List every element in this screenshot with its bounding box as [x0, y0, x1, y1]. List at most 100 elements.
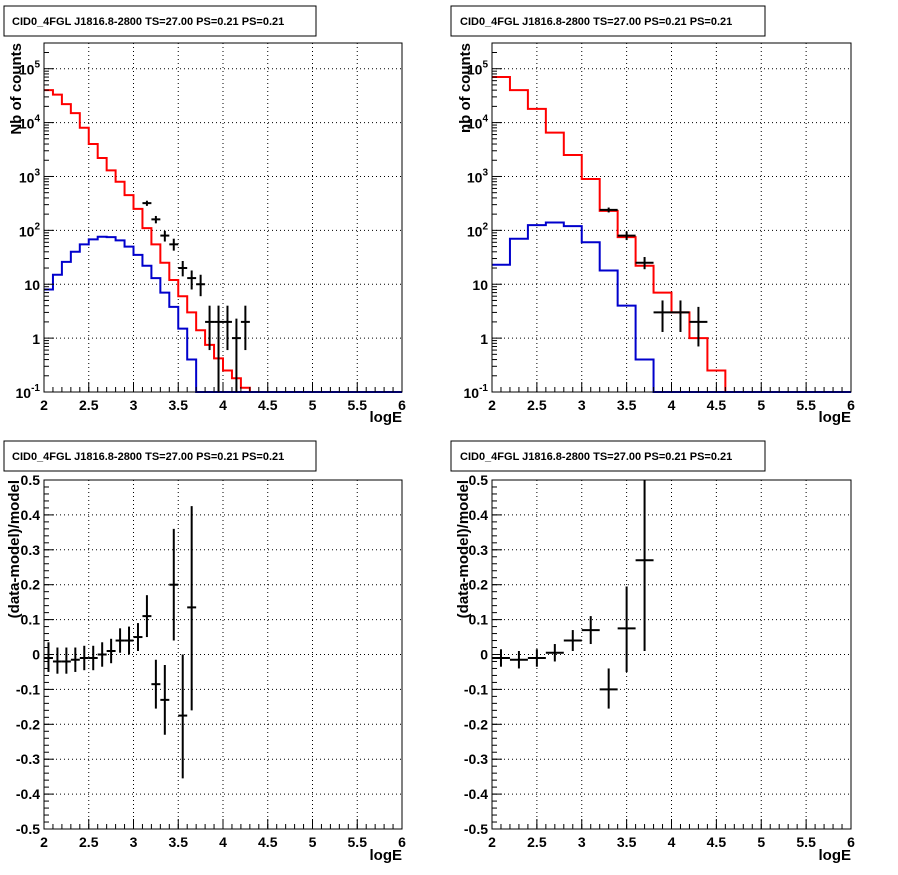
x-tick-label: 5: [309, 397, 317, 413]
y-tick-label: 105: [19, 60, 41, 78]
y-tick-label: 0: [32, 647, 40, 663]
y-tick-label: -0.2: [464, 716, 488, 732]
y-tick-label: 104: [19, 114, 41, 132]
x-tick-label: 3.5: [169, 397, 189, 413]
x-tick-label: 2: [40, 834, 48, 850]
y-tick-base: 10: [19, 223, 35, 239]
x-tick-label: 5: [757, 834, 765, 850]
x-tick-label: 2.5: [527, 397, 547, 413]
points-layer: [492, 480, 654, 709]
x-tick-label: 3: [578, 834, 586, 850]
title-box: [450, 5, 766, 37]
panel-counts-fine: CID0_4FGL J1816.8-2800 TS=27.00 PS=0.21 …: [3, 5, 406, 426]
panel-title: CID0_4FGL J1816.8-2800 TS=27.00 PS=0.21 …: [460, 451, 732, 463]
x-tick-label: 6: [847, 397, 855, 413]
grid: [492, 43, 851, 392]
y-tick-label: 104: [467, 114, 489, 132]
x-tick-label: 5.5: [348, 397, 368, 413]
y-axis-label: nb of counts: [457, 43, 474, 133]
y-tick-label: -0.1: [464, 681, 488, 697]
x-tick-label: 4: [668, 397, 676, 413]
y-tick-label: -0.5: [16, 821, 40, 837]
x-tick-label: 4.5: [258, 834, 278, 850]
x-tick-label: 5.5: [348, 834, 368, 850]
y-tick-label: 0.4: [469, 507, 489, 523]
panel-residuals-coarse: CID0_4FGL J1816.8-2800 TS=27.00 PS=0.21 …: [450, 440, 855, 864]
y-tick-label: -0.1: [16, 681, 40, 697]
x-tick-label: 5.5: [796, 834, 816, 850]
x-tick-label: 4.5: [258, 397, 278, 413]
x-tick-label: 3.5: [617, 834, 637, 850]
x-tick-label: 2: [488, 397, 496, 413]
y-tick-label: 103: [19, 167, 41, 185]
y-tick-base: 10: [19, 169, 35, 185]
panel-title: CID0_4FGL J1816.8-2800 TS=27.00 PS=0.21 …: [460, 16, 732, 28]
y-tick-exponent: 3: [482, 167, 488, 178]
x-tick-label: 6: [398, 834, 406, 850]
y-tick-exponent: 2: [34, 221, 40, 232]
x-tick-label: 5.5: [796, 397, 816, 413]
y-tick-exponent: 4: [482, 114, 488, 125]
x-axis-label: logE: [370, 847, 403, 864]
x-tick-label: 2.5: [79, 397, 99, 413]
x-tick-label: 4.5: [707, 397, 727, 413]
y-tick-label: 103: [467, 167, 489, 185]
y-tick-label: -0.4: [464, 786, 488, 802]
x-tick-label: 2: [40, 397, 48, 413]
x-tick-label: 4: [219, 397, 227, 413]
y-axis-label: (data-model)/model: [6, 480, 23, 618]
y-tick-label: 0.1: [21, 612, 41, 628]
y-tick-label: 105: [467, 60, 489, 78]
x-tick-label: 2: [488, 834, 496, 850]
panel-title: CID0_4FGL J1816.8-2800 TS=27.00 PS=0.21 …: [12, 451, 284, 463]
y-tick-label: -0.5: [464, 821, 488, 837]
y-tick-label: 1: [32, 331, 40, 347]
y-tick-label: -0.3: [464, 751, 488, 767]
y-tick-label: 10: [472, 277, 488, 293]
y-tick-label: -0.2: [16, 716, 40, 732]
y-tick-base: 10: [467, 62, 483, 78]
y-tick-label: 0.2: [21, 577, 41, 593]
y-tick-exponent: -1: [31, 383, 40, 394]
y-tick-base: 10: [464, 385, 480, 401]
panel-title: CID0_4FGL J1816.8-2800 TS=27.00 PS=0.21 …: [12, 16, 284, 28]
title-box: [3, 5, 317, 37]
y-tick-label: 0.4: [21, 507, 41, 523]
x-tick-label: 6: [398, 397, 406, 413]
y-tick-base: 10: [19, 62, 35, 78]
y-tick-label: 0.5: [469, 472, 489, 488]
y-tick-label: 0: [480, 647, 488, 663]
grid: [44, 43, 402, 392]
y-tick-label: 0.3: [21, 542, 41, 558]
y-tick-label: 0.1: [469, 612, 489, 628]
y-tick-base: 10: [19, 116, 35, 132]
y-tick-label: 102: [19, 221, 41, 239]
x-tick-label: 3.5: [617, 397, 637, 413]
y-tick-label: 0.3: [469, 542, 489, 558]
x-tick-label: 3: [578, 397, 586, 413]
series-layer: [492, 76, 851, 393]
x-axis-label: logE: [370, 409, 403, 426]
y-tick-label: -0.4: [16, 786, 40, 802]
y-tick-exponent: 5: [482, 60, 488, 71]
y-tick-label: 10-1: [464, 383, 489, 401]
x-tick-label: 5: [309, 834, 317, 850]
grid: [492, 480, 851, 829]
y-tick-exponent: 2: [482, 221, 488, 232]
y-tick-label: 10: [24, 277, 40, 293]
x-tick-label: 2.5: [79, 834, 99, 850]
y-axis-label: (data-model)/model: [455, 480, 472, 618]
x-tick-label: 5: [757, 397, 765, 413]
y-tick-label: 102: [467, 221, 489, 239]
y-tick-base: 10: [467, 116, 483, 132]
y-tick-exponent: 3: [34, 167, 40, 178]
y-tick-label: 10-1: [16, 383, 41, 401]
title-box: [3, 440, 317, 472]
y-tick-base: 10: [467, 223, 483, 239]
panel-counts-coarse: CID0_4FGL J1816.8-2800 TS=27.00 PS=0.21 …: [450, 5, 855, 426]
points-layer: [599, 207, 708, 347]
x-tick-label: 2.5: [527, 834, 547, 850]
x-tick-label: 3: [130, 397, 138, 413]
